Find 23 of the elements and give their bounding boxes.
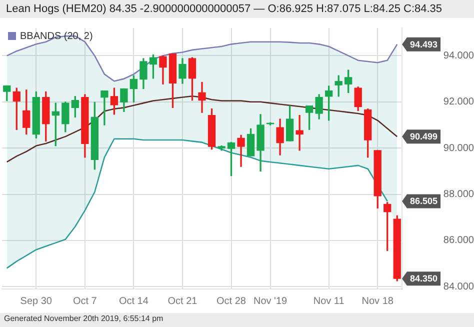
- y-tick-label: 94.000: [443, 50, 474, 62]
- y-tick-label: 92.000: [443, 96, 474, 108]
- x-tick-label: Oct 21: [168, 296, 198, 307]
- text: 94.493: [410, 39, 438, 50]
- y-tick-label: 84.000: [443, 281, 474, 292]
- x-tick-label: Sep 30: [20, 296, 52, 307]
- x-tick-label: Nov '19: [253, 296, 288, 307]
- y-tick-label: 86.000: [443, 235, 474, 246]
- x-tick-label: Oct 28: [216, 296, 246, 307]
- x-tick-label: Nov 11: [313, 296, 345, 307]
- text: 86.505: [410, 196, 438, 206]
- x-tick-label: Oct 7: [72, 296, 98, 307]
- candlestick: [100, 90, 108, 126]
- text: 90.499: [410, 132, 438, 142]
- candlestick: [296, 114, 304, 151]
- y-tick-label: 88.000: [443, 189, 474, 200]
- x-tick-label: Nov 18: [362, 296, 394, 307]
- candlestick: [198, 82, 206, 113]
- text: 84.350: [410, 274, 438, 284]
- text: Generated November 20th 2019, 6:55:14 pm: [0, 313, 474, 327]
- x-tick-label: Oct 14: [118, 296, 149, 307]
- chart-title: Lean Hogs (HEM20) 84.35 -2.9000000000000057 — O:86.925 H:87.075 L:84.25 C:84.35: [0, 0, 474, 18]
- y-tick-label: 90.000: [443, 142, 474, 154]
